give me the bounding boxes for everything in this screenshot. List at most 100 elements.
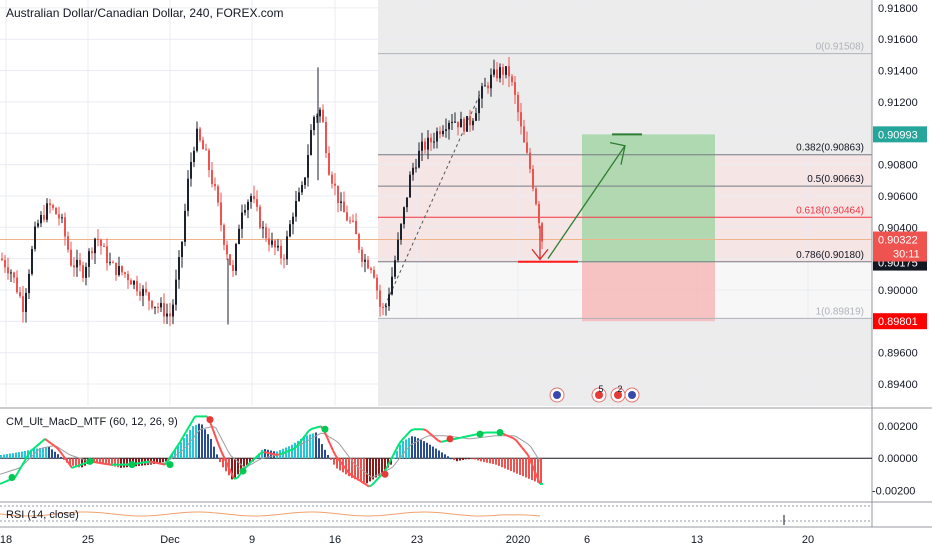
candle-body: [145, 288, 147, 293]
candle-body: [319, 109, 321, 117]
macd-line-segment: [209, 421, 214, 431]
candle-body: [277, 245, 279, 248]
macd-hist-bar: [507, 458, 509, 470]
macd-hist-bar: [195, 424, 197, 459]
macd-cross-dot: [86, 457, 94, 465]
macd-hist-bar: [393, 457, 395, 459]
candle-body: [541, 223, 543, 242]
macd-hist-bar: [135, 458, 137, 467]
candle-body: [67, 236, 69, 250]
fib-level-label: 0.5(0.90663): [807, 174, 864, 185]
macd-hist-bar: [39, 448, 41, 459]
candle-body: [439, 131, 441, 135]
candle-body: [133, 280, 135, 285]
macd-line-segment: [401, 436, 406, 441]
down-arrow: [531, 225, 549, 261]
macd-line-segment: [362, 481, 367, 486]
candle-body: [292, 216, 294, 225]
candle-body: [328, 153, 330, 175]
macd-hist-bar: [204, 429, 206, 459]
macd-hist-bar: [156, 458, 158, 464]
macd-line-segment: [461, 435, 466, 439]
macd-line-segment: [71, 465, 76, 469]
candle-body: [25, 292, 27, 313]
candle-body: [475, 113, 477, 121]
macd-hist-bar: [60, 456, 62, 459]
candle-body: [514, 82, 516, 95]
macd-line-segment: [53, 444, 58, 449]
candle-body: [346, 212, 348, 221]
candle-body: [184, 210, 186, 242]
time-tick-label: 16: [329, 534, 341, 546]
price-tick-label: 0.90400: [878, 222, 918, 234]
candle-body: [256, 199, 258, 207]
candle-body: [13, 272, 15, 278]
candle-body: [364, 259, 366, 262]
macd-hist-bar: [324, 449, 326, 459]
macd-hist-bar: [6, 454, 8, 459]
chart-title: Australian Dollar/Canadian Dollar, 240, …: [6, 6, 284, 20]
candle-body: [487, 85, 489, 89]
candle-body: [55, 207, 57, 215]
candle-body: [31, 248, 33, 274]
macd-line-segment: [182, 431, 187, 438]
macd-line-segment: [176, 441, 181, 448]
price-badge-label: 0.90993: [878, 129, 918, 141]
candle-body: [178, 257, 180, 280]
macd-hist-bar: [432, 446, 434, 459]
macd-line-segment: [296, 441, 301, 447]
rsi-line: [0, 511, 541, 517]
macd-line-segment: [32, 445, 37, 450]
candle-body: [16, 277, 18, 293]
macd-hist-bar: [372, 458, 374, 480]
candle-body: [295, 200, 297, 217]
macd-hist-bar: [417, 438, 419, 459]
candle-body: [106, 246, 108, 264]
macd-line-segment: [152, 461, 157, 464]
time-tick-label: 6: [584, 534, 590, 546]
macd-hist-bar: [477, 458, 479, 461]
price-tick-label: 0.89400: [878, 379, 918, 391]
candle-body: [187, 178, 189, 211]
macd-hist-bar: [366, 458, 368, 484]
macd-line-segment: [269, 452, 274, 455]
candle-body: [103, 246, 105, 248]
candle-body: [73, 265, 75, 268]
macd-hist-bar: [438, 450, 440, 459]
macd-hist-bar: [504, 458, 506, 469]
candle-body: [226, 244, 228, 255]
macd-line-segment: [467, 434, 472, 438]
macd-hist-bar: [300, 438, 302, 459]
macd-hist-bar: [540, 458, 542, 484]
candle-body: [181, 241, 183, 258]
price-badge-box: [873, 126, 927, 143]
macd-line-segment: [287, 449, 292, 453]
macd-line-segment: [254, 454, 259, 459]
macd-hist-bar: [102, 458, 104, 464]
macd-line-segment: [455, 437, 460, 440]
macd-line-segment: [149, 460, 154, 464]
candle-body: [151, 300, 153, 308]
macd-hist-bar: [153, 458, 155, 464]
macd-line-segment: [26, 451, 31, 458]
countdown-label: 30:11: [893, 249, 920, 261]
macd-line-segment: [245, 463, 250, 468]
macd-line-segment: [260, 451, 265, 454]
candle-body: [208, 150, 210, 171]
candle-body: [334, 183, 336, 186]
candle-body: [220, 202, 222, 226]
candle-body: [310, 130, 312, 155]
macd-line-segment: [326, 436, 331, 445]
macd-line-segment: [515, 439, 520, 445]
macd-hist-bar: [468, 458, 470, 460]
macd-hist-bar: [396, 451, 398, 459]
macd-hist-bar: [57, 454, 59, 459]
up-arrow-head: [609, 142, 626, 165]
candle-body: [88, 251, 90, 267]
macd-hist-bar: [363, 458, 365, 484]
macd-hist-bar: [354, 458, 356, 480]
macd-hist-bar: [525, 458, 527, 478]
candles: [1, 57, 543, 327]
event-flag-icon: [553, 391, 561, 399]
